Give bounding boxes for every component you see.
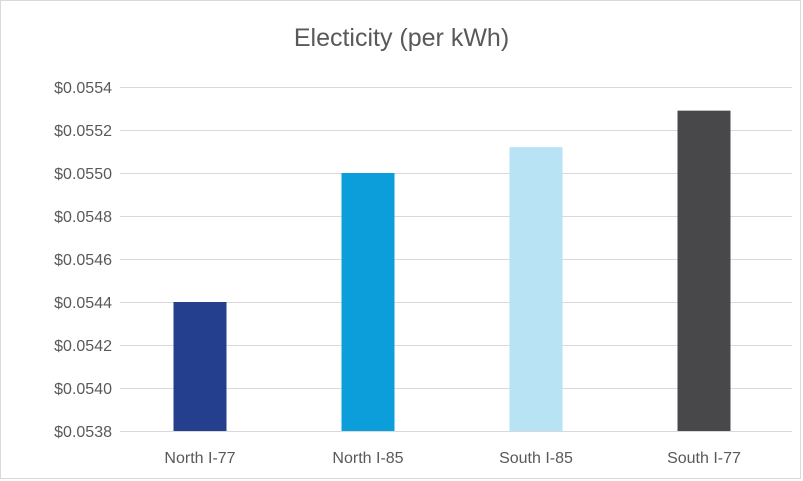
y-tick-label: $0.0554 — [54, 80, 112, 97]
bar-north-i-85 — [342, 173, 395, 431]
y-tick-label: $0.0538 — [54, 424, 112, 441]
y-tick-label: $0.0544 — [54, 295, 112, 312]
bar-north-i-77 — [174, 302, 227, 431]
bars — [174, 111, 731, 431]
y-tick-label: $0.0552 — [54, 123, 112, 140]
x-category-label: North I-85 — [332, 450, 403, 467]
bar-south-i-85 — [510, 147, 563, 431]
y-axis-ticks: $0.0538 $0.0540 $0.0542 $0.0544 $0.0546 $0.05… — [54, 80, 112, 441]
y-tick-label: $0.0540 — [54, 381, 112, 398]
x-axis-categories: North I-77 North I-85 South I-85 South I-77 — [164, 450, 741, 467]
y-tick-label: $0.0542 — [54, 338, 112, 355]
x-category-label: South I-85 — [499, 450, 573, 467]
y-tick-label: $0.0548 — [54, 209, 112, 226]
x-category-label: North I-77 — [164, 450, 235, 467]
x-category-label: South I-77 — [667, 450, 741, 467]
bar-south-i-77 — [678, 111, 731, 431]
y-tick-label: $0.0546 — [54, 252, 112, 269]
y-tick-label: $0.0550 — [54, 166, 112, 183]
